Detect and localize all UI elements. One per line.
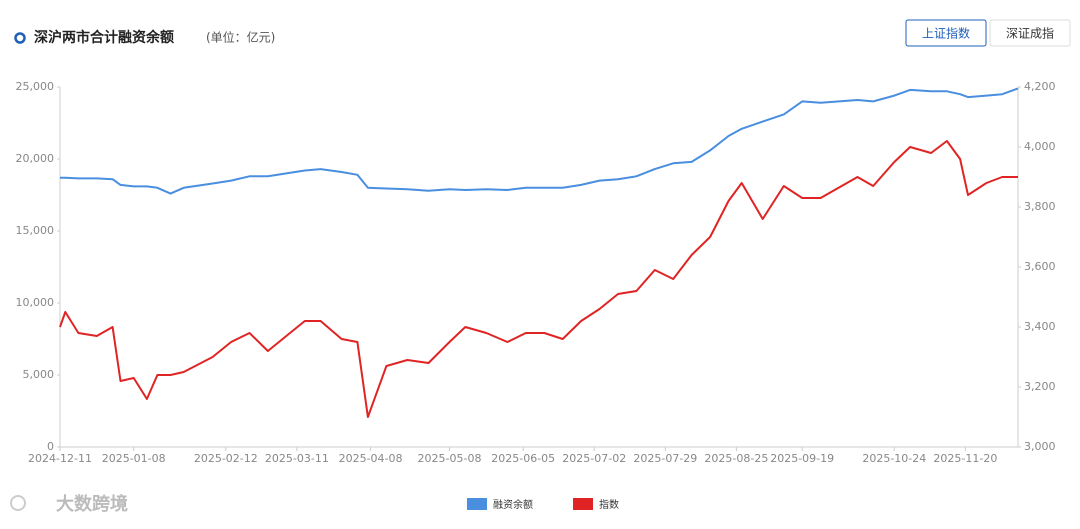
tab-label[interactable]: 上证指数: [922, 26, 970, 41]
legend-label: 指数: [599, 498, 619, 511]
watermark: 大数跨境: [56, 493, 128, 515]
y-tick-label: 0: [47, 440, 54, 453]
x-tick-label: 2025-03-11: [265, 452, 329, 465]
x-tick-label: 2025-10-24: [862, 452, 926, 465]
tab-button[interactable]: [989, 19, 1071, 47]
legend-swatch: [573, 498, 593, 510]
y2-tick-label: 4,200: [1024, 80, 1056, 93]
y2-tick-label: 4,000: [1024, 140, 1056, 153]
title-icon: [14, 32, 26, 44]
series-line: [59, 140, 1018, 418]
y-tick-label: 20,000: [16, 152, 55, 165]
x-tick-label: 2025-01-08: [102, 452, 166, 465]
x-tick-label: 2025-05-08: [418, 452, 482, 465]
x-tick-label: 2025-09-19: [770, 452, 834, 465]
x-tick-label: 2025-02-12: [194, 452, 258, 465]
y2-tick-label: 3,200: [1024, 380, 1056, 393]
y2-tick-label: 3,400: [1024, 320, 1056, 333]
x-tick-label: 2025-04-08: [339, 452, 403, 465]
x-tick-label: 2024-12-11: [28, 452, 92, 465]
y2-tick-label: 3,600: [1024, 260, 1056, 273]
y2-tick-label: 3,000: [1024, 440, 1056, 453]
x-tick-label: 2025-07-02: [562, 452, 626, 465]
series-line: [60, 87, 1019, 195]
y-tick-label: 15,000: [16, 224, 55, 237]
tab-button[interactable]: [905, 19, 987, 47]
x-tick-label: 2025-06-05: [491, 452, 555, 465]
y-tick-label: 5,000: [23, 368, 55, 381]
x-tick-label: 2025-07-29: [633, 452, 697, 465]
chart-title: 深沪两市合计融资余额: [34, 29, 174, 46]
y-tick-label: 25,000: [16, 80, 55, 93]
x-tick-label: 2025-08-25: [704, 452, 768, 465]
chart-subtitle: (单位：亿元): [206, 30, 275, 45]
legend-label: 融资余额: [493, 498, 533, 511]
legend-swatch: [467, 498, 487, 510]
y2-tick-label: 3,800: [1024, 200, 1056, 213]
tab-label[interactable]: 深证成指: [1006, 26, 1054, 41]
x-tick-label: 2025-11-20: [933, 452, 997, 465]
watermark-logo: [10, 495, 26, 511]
y-tick-label: 10,000: [16, 296, 55, 309]
